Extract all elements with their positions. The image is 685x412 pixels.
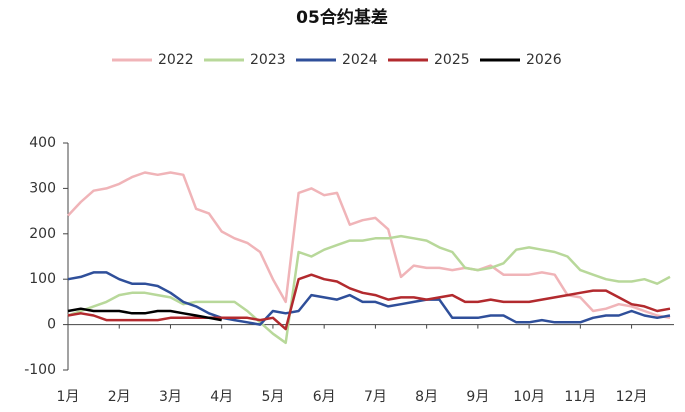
x-tick-label: 7月	[364, 389, 387, 405]
x-tick-label: 4月	[210, 389, 233, 405]
x-tick-label: 2月	[108, 389, 131, 405]
y-tick-label: -100	[24, 362, 56, 378]
x-tick-label: 5月	[261, 389, 284, 405]
series-line	[67, 234, 671, 345]
x-tick-label: 3月	[159, 389, 182, 405]
y-tick-label: 300	[29, 180, 56, 196]
legend-label: 2022	[158, 52, 194, 68]
chart-title: 05合约基差	[296, 7, 388, 28]
legend-label: 2024	[342, 52, 378, 68]
x-tick-label: 12月	[616, 389, 648, 405]
legend-label: 2025	[434, 52, 470, 68]
x-tick-label: 6月	[313, 389, 336, 405]
y-tick-label: 0	[47, 317, 56, 333]
y-tick-label: 100	[29, 271, 56, 287]
legend-label: 2026	[526, 52, 562, 68]
series-line	[67, 273, 671, 331]
y-tick-label: 200	[29, 226, 56, 242]
y-tick-label: 400	[29, 135, 56, 151]
x-tick-label: 10月	[513, 389, 545, 405]
series-line	[67, 307, 222, 322]
series-line	[67, 271, 671, 326]
x-tick-label: 8月	[415, 389, 438, 405]
x-tick-label: 9月	[466, 389, 489, 405]
x-tick-label: 11月	[564, 389, 596, 405]
x-tick-label: 1月	[57, 389, 80, 405]
legend-label: 2023	[250, 52, 286, 68]
